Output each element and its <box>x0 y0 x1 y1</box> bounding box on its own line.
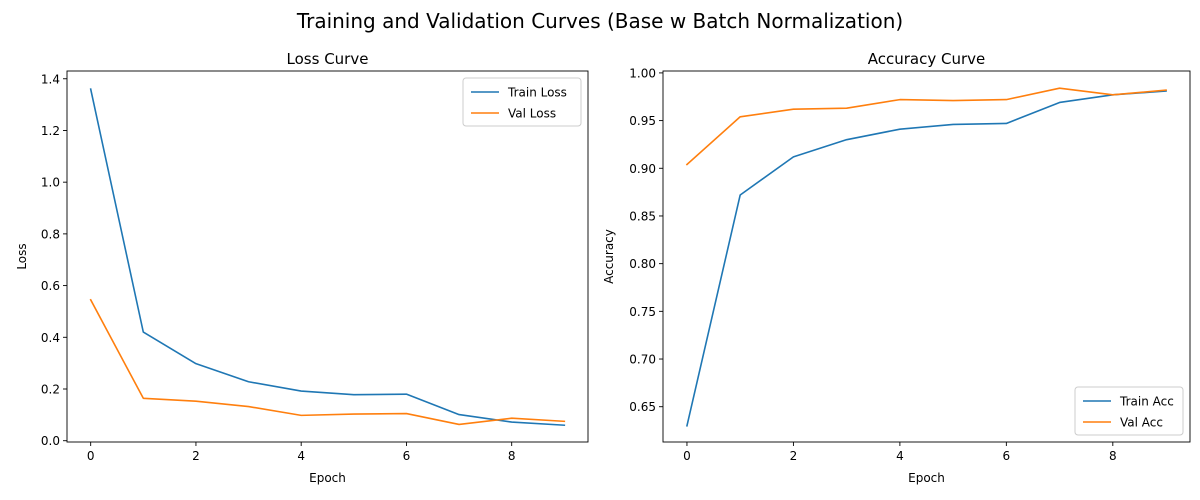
accuracy-x-tick-label: 6 <box>1003 449 1011 463</box>
accuracy-legend-label-train-acc: Train Acc <box>1119 395 1174 409</box>
loss-y-tick-label: 1.2 <box>41 124 60 138</box>
accuracy-y-tick-label: 0.65 <box>629 400 656 414</box>
accuracy-y-axis-label: Accuracy <box>602 229 616 284</box>
accuracy-x-axis-label: Epoch <box>908 471 945 485</box>
loss-y-tick-label: 0.4 <box>41 331 60 345</box>
loss-legend: Train Loss Val Loss <box>462 77 582 127</box>
loss-chart-title: Loss Curve <box>287 50 369 68</box>
accuracy-x-tick-label: 8 <box>1109 449 1117 463</box>
loss-series-line-val-loss <box>89 298 566 426</box>
accuracy-x-tick-label: 2 <box>790 449 798 463</box>
accuracy-y-tick-label: 1.00 <box>629 66 656 80</box>
loss-legend-label-train-loss: Train Loss <box>507 86 567 100</box>
accuracy-legend: Train Acc Val Acc <box>1074 386 1184 436</box>
accuracy-y-tick-label: 0.95 <box>629 114 656 128</box>
accuracy-y-tick-label: 0.85 <box>629 209 656 223</box>
loss-series-line-train-loss <box>89 88 566 427</box>
accuracy-chart: Accuracy Curve 0 2 4 6 8 0.65 0.70 0.75 0.80 0.85 0… <box>602 50 1191 485</box>
loss-x-axis-label: Epoch <box>309 471 346 485</box>
loss-x-tick-label: 8 <box>508 449 516 463</box>
loss-y-tick-label: 0.0 <box>41 434 60 448</box>
loss-y-tick-label: 1.4 <box>41 72 60 86</box>
accuracy-series-line-train-acc <box>685 90 1167 427</box>
loss-y-tick-label: 1.0 <box>41 176 60 190</box>
loss-x-tick-label: 0 <box>87 449 95 463</box>
loss-y-axis-label: Loss <box>15 243 29 269</box>
loss-legend-box <box>462 77 582 127</box>
accuracy-y-tick-label: 0.80 <box>629 257 656 271</box>
accuracy-x-tick-label: 4 <box>896 449 904 463</box>
accuracy-legend-box <box>1074 386 1184 436</box>
accuracy-y-tick-label: 0.75 <box>629 305 656 319</box>
accuracy-x-tick-label: 0 <box>683 449 691 463</box>
loss-chart: Loss Curve 0 2 4 6 8 0.0 0.2 0.4 0.6 0.8 1.0 1.2 1.4 E… <box>15 50 589 485</box>
loss-y-tick-label: 0.6 <box>41 279 60 293</box>
loss-x-tick-label: 4 <box>297 449 305 463</box>
loss-y-tick-label: 0.2 <box>41 383 60 397</box>
loss-x-tick-label: 6 <box>403 449 411 463</box>
accuracy-axes-frame <box>662 70 1191 443</box>
accuracy-y-tick-label: 0.70 <box>629 353 656 367</box>
loss-y-tick-label: 0.8 <box>41 227 60 241</box>
loss-axes-frame <box>66 70 589 443</box>
accuracy-legend-label-val-acc: Val Acc <box>1120 416 1163 430</box>
loss-x-tick-label: 2 <box>192 449 200 463</box>
accuracy-chart-title: Accuracy Curve <box>868 50 986 68</box>
figure-suptitle: Training and Validation Curves (Base w B… <box>296 9 903 33</box>
accuracy-y-tick-label: 0.90 <box>629 162 656 176</box>
loss-legend-label-val-loss: Val Loss <box>508 107 556 121</box>
accuracy-series-line-val-acc <box>685 87 1167 166</box>
